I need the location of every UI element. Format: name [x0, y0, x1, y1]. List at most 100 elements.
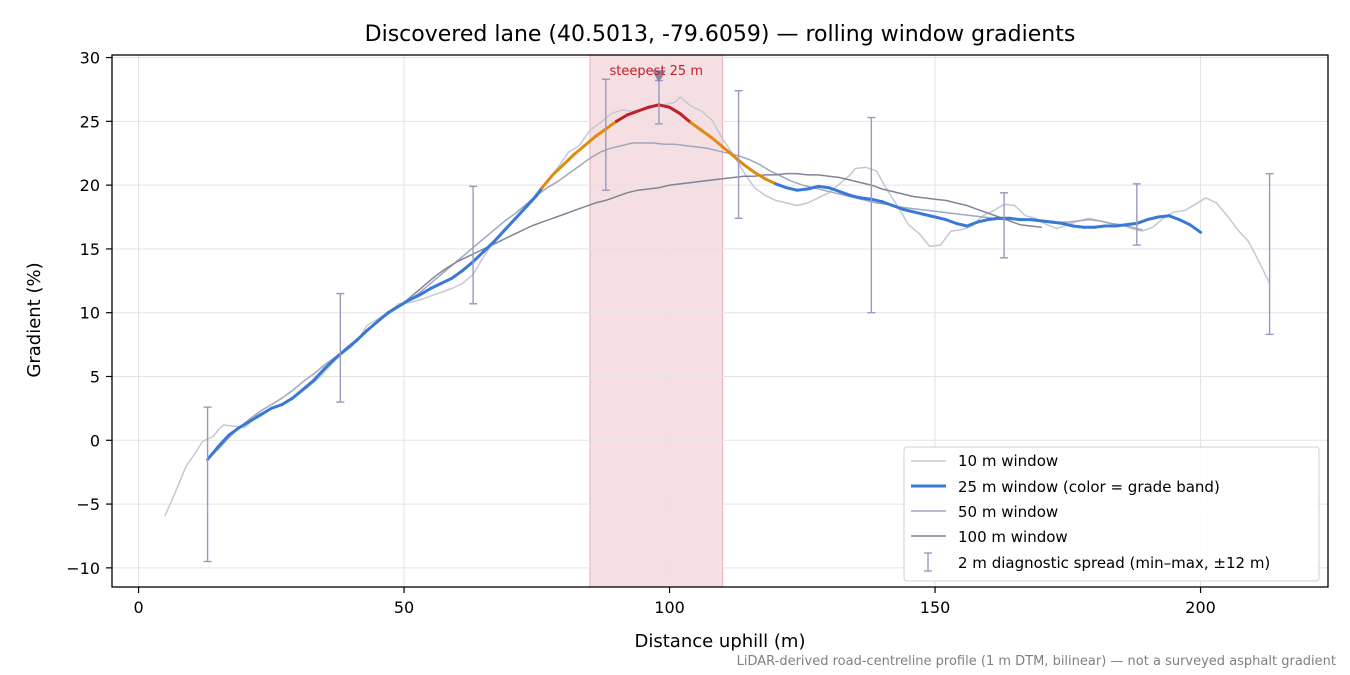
- series-segment-25m: [429, 281, 443, 290]
- y-tick-label: 10: [80, 304, 100, 323]
- diagnostic-spread-bars: [203, 78, 1274, 563]
- series-segment-25m: [344, 339, 358, 352]
- series-segment-25m: [848, 193, 863, 200]
- series-segment-25m: [514, 205, 528, 220]
- series-segment-25m: [1039, 219, 1054, 224]
- series-segment-25m: [407, 293, 422, 302]
- series-segment-25m: [227, 426, 241, 437]
- series-segment-25m: [572, 144, 587, 156]
- series-segment-25m: [869, 197, 884, 204]
- series-segment-25m: [269, 403, 284, 410]
- series-segment-25m: [912, 210, 926, 216]
- series-segment-25m: [795, 187, 810, 192]
- series-segment-25m: [365, 320, 379, 333]
- series-segment-25m: [657, 103, 672, 109]
- legend-label-w50: 50 m window: [958, 503, 1058, 521]
- series-segment-25m: [450, 269, 464, 280]
- y-tick-label: 15: [80, 240, 100, 259]
- series-segment-25m: [354, 329, 369, 343]
- diagnostic-spread-bar: [734, 90, 743, 219]
- chart-title: Discovered lane (40.5013, -79.6059) — ro…: [365, 22, 1076, 47]
- series-segment-25m: [482, 239, 496, 253]
- series-segment-25m: [668, 105, 682, 116]
- series-segment-25m: [1188, 223, 1203, 234]
- series-segment-25m: [1092, 224, 1107, 229]
- diagnostic-spread-bar: [203, 406, 212, 563]
- series-segment-25m: [1061, 221, 1075, 228]
- steepest-label: steepest 25 m: [610, 64, 703, 79]
- series-segment-25m: [593, 127, 608, 139]
- series-segment-25m: [1114, 223, 1128, 228]
- diagnostic-spread-bar: [1265, 172, 1274, 336]
- series-segment-25m: [397, 298, 411, 308]
- steepest-annotation: steepest 25 m: [610, 64, 703, 83]
- series-segment-25m: [859, 196, 873, 201]
- series-segment-25m: [540, 173, 555, 190]
- series-segment-25m: [237, 419, 252, 429]
- series-segment-25m: [1124, 221, 1139, 227]
- series-segment-25m: [1029, 218, 1043, 223]
- series-segment-25m: [312, 367, 326, 382]
- series-segment-25m: [827, 186, 841, 193]
- series-segment-25m: [386, 304, 401, 315]
- y-tick-label: 0: [90, 431, 100, 450]
- series-segment-25m: [646, 103, 661, 109]
- series-segment-25m: [439, 276, 454, 285]
- x-tick-label: 0: [133, 598, 143, 617]
- series-segment-25m: [471, 250, 486, 264]
- series-segment-25m: [699, 128, 714, 140]
- series-segment-25m: [965, 220, 979, 228]
- series-segment-25m: [1007, 216, 1022, 222]
- y-tick-label: 5: [90, 367, 100, 386]
- legend-swatch-diag: [924, 552, 932, 572]
- series-segment-25m: [806, 184, 820, 191]
- series-line-100m: [403, 172, 1043, 304]
- series-segment-25m: [678, 112, 693, 125]
- series-segment-25m: [901, 207, 916, 214]
- series-segment-25m: [524, 193, 539, 209]
- series-segment-25m: [816, 184, 831, 190]
- steepest-highlight-band: [589, 54, 724, 588]
- series-segment-25m: [774, 182, 788, 190]
- series-segment-25m: [551, 163, 565, 177]
- series-segment-25m: [259, 406, 273, 417]
- x-tick-label: 100: [654, 598, 685, 617]
- series-segment-25m: [461, 260, 475, 273]
- series-segment-25m: [976, 218, 990, 224]
- steepest-marker: [652, 70, 666, 83]
- x-axis-ticks: 0 50 100 150 200: [133, 587, 1216, 617]
- series-segment-25m: [1156, 214, 1171, 219]
- series-segment-25m: [922, 213, 937, 219]
- highlight-rect: [589, 54, 724, 588]
- y-tick-label: −10: [66, 559, 100, 578]
- series-lines: [164, 96, 1271, 517]
- plot-frame: [111, 54, 1329, 588]
- diagnostic-spread-bar: [1132, 183, 1141, 246]
- diagnostic-spread-bar: [336, 292, 345, 403]
- series-segment-25m: [216, 433, 231, 449]
- series-segment-25m: [503, 216, 518, 232]
- legend-label-w10: 10 m window: [958, 452, 1058, 470]
- series-segment-25m: [753, 170, 767, 181]
- series-segment-25m: [301, 378, 316, 391]
- series-segment-25m: [838, 190, 852, 197]
- series-segment-25m: [710, 136, 725, 149]
- series-segment-25m: [248, 413, 263, 423]
- series-segment-25m: [784, 186, 799, 192]
- y-tick-label: −5: [76, 495, 100, 514]
- series-segment-25m: [721, 145, 735, 158]
- legend-label-w100: 100 m window: [958, 528, 1068, 546]
- series-segment-25m: [492, 228, 507, 243]
- series-segment-25m: [1167, 214, 1181, 222]
- y-axis-ticks: −10 −5 0 5 10 15 20 25 30: [66, 49, 112, 578]
- x-tick-label: 200: [1185, 598, 1216, 617]
- series-segment-25m: [880, 200, 895, 207]
- series-segment-25m: [763, 177, 778, 186]
- series-segment-25m: [1135, 218, 1149, 225]
- series-segment-25m: [625, 109, 640, 117]
- series-segment-25m: [636, 105, 650, 113]
- diagnostic-spread-bar: [867, 116, 876, 314]
- legend-label-diag: 2 m diagnostic spread (min–max, ±12 m): [958, 554, 1270, 572]
- y-axis-title: Gradient (%): [24, 262, 45, 377]
